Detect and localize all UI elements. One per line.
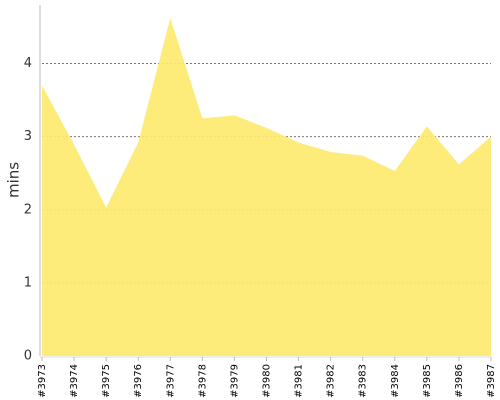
x-tick-label: #3982 bbox=[326, 364, 337, 398]
y-axis-label: mins bbox=[5, 162, 23, 198]
y-tick-label: 1 bbox=[24, 275, 32, 290]
x-tick-label: #3975 bbox=[101, 364, 112, 398]
x-tick-label: #3973 bbox=[37, 364, 48, 398]
x-tick-label: #3974 bbox=[69, 364, 80, 398]
y-tick-label: 2 bbox=[24, 202, 32, 217]
y-tick-label: 4 bbox=[24, 56, 32, 71]
x-tick-label: #3983 bbox=[358, 364, 369, 398]
x-tick-label: #3981 bbox=[294, 364, 305, 398]
x-tick-label: #3976 bbox=[133, 364, 144, 398]
x-tick-label: #3984 bbox=[390, 364, 401, 398]
area bbox=[42, 18, 491, 356]
x-tick-label: #3978 bbox=[197, 364, 208, 398]
x-tick-label: #3980 bbox=[262, 364, 273, 398]
x-tick-label: #3987 bbox=[486, 364, 497, 398]
x-tick-label: #3986 bbox=[454, 364, 465, 398]
x-tick-label: #3977 bbox=[165, 364, 176, 398]
x-tick-label: #3979 bbox=[229, 364, 240, 398]
y-tick-label: 3 bbox=[24, 129, 32, 144]
x-tick-label: #3985 bbox=[422, 364, 433, 398]
y-tick-label: 0 bbox=[24, 349, 32, 364]
